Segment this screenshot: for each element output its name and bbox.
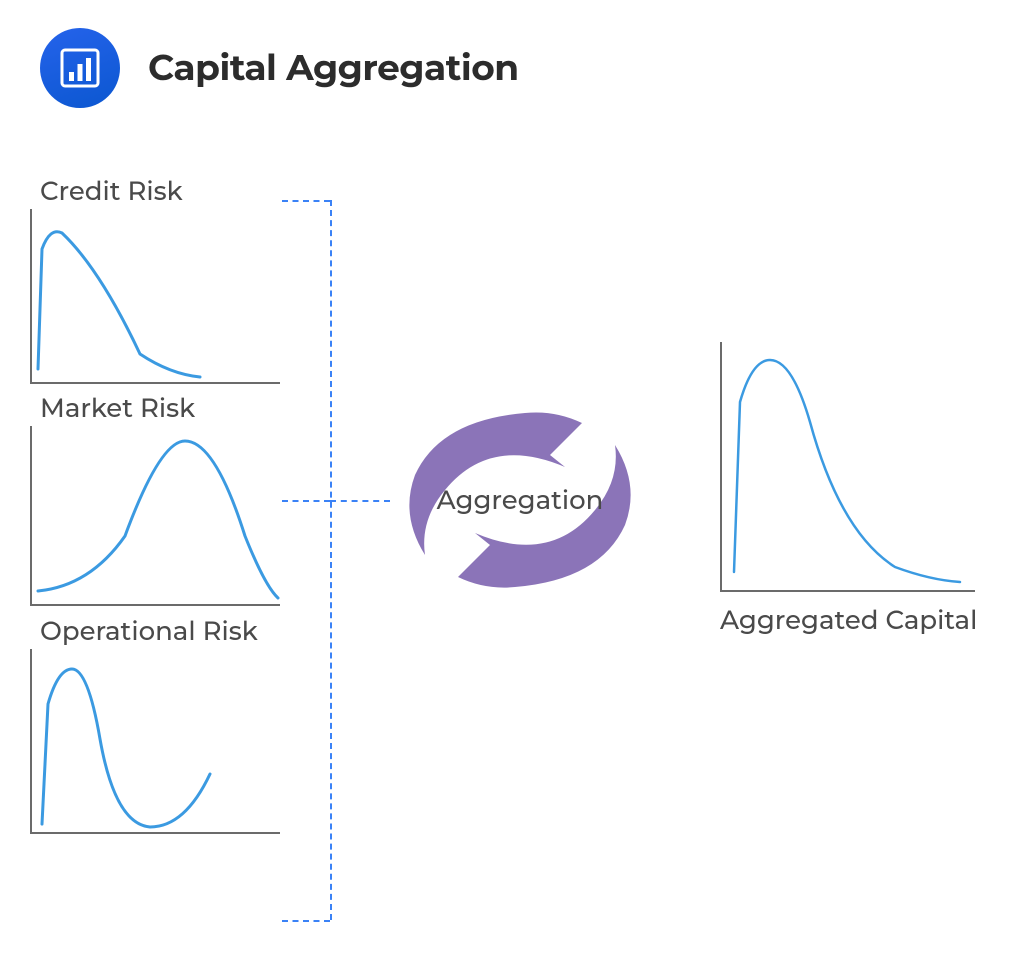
connector-vertical [330,200,332,920]
curve-aggregated-capital [720,342,975,592]
page-header: Capital Aggregation [40,28,519,108]
chart-frame-market-risk [30,426,280,606]
chart-frame-operational-risk [30,649,280,834]
connector-h-credit [282,200,330,202]
chart-operational-risk: Operational Risk [30,615,280,834]
chart-label-aggregated-capital: Aggregated Capital [720,604,977,636]
chart-label-credit-risk: Credit Risk [40,175,280,207]
aggregation-label: Aggregation [437,484,604,516]
chart-label-market-risk: Market Risk [40,392,280,424]
bar-chart-svg [58,46,102,90]
connector-h-operational [282,920,330,922]
connector-h-to-aggregation [330,500,390,502]
bar-chart-icon [40,28,120,108]
chart-aggregated-capital: Aggregated Capital [720,342,977,636]
chart-credit-risk: Credit Risk [30,175,280,384]
chart-frame-credit-risk [30,209,280,384]
chart-market-risk: Market Risk [30,392,280,606]
chart-frame-aggregated [720,342,975,592]
chart-label-operational-risk: Operational Risk [40,615,280,647]
aggregation-cycle: Aggregation [390,395,650,605]
curve-credit-risk [30,209,280,384]
curve-market-risk [30,426,280,606]
connector-h-market [282,500,330,502]
curve-operational-risk [30,649,280,834]
page-title: Capital Aggregation [148,46,519,90]
